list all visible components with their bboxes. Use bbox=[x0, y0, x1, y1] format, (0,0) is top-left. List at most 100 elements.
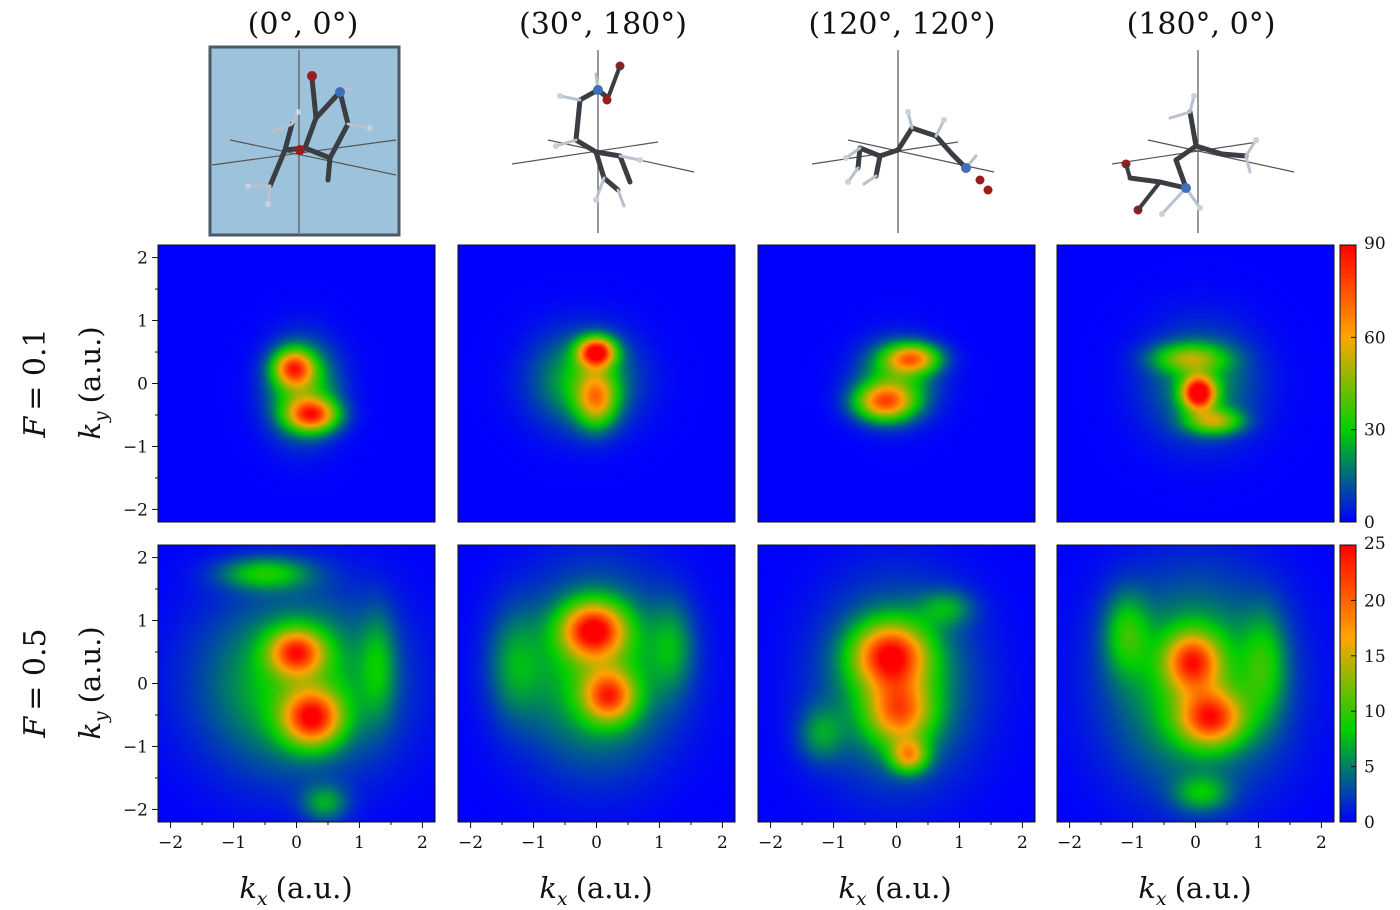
row-label-1: F = 0.1 bbox=[18, 328, 53, 438]
y-tick-label: −2 bbox=[123, 500, 148, 520]
column-title-3: (120°, 120°) bbox=[808, 7, 995, 42]
molecule-2 bbox=[511, 50, 695, 233]
column-title-1: (0°, 0°) bbox=[248, 7, 359, 42]
column-title-2: (30°, 180°) bbox=[519, 7, 687, 42]
colorbar-tick-label: 5 bbox=[1364, 758, 1375, 778]
y-tick-label: 2 bbox=[137, 249, 148, 269]
x-axis-label-unit: (a.u.) bbox=[576, 871, 653, 905]
x-tick-label: 2 bbox=[1316, 833, 1327, 853]
column-title-4: (180°, 0°) bbox=[1127, 7, 1276, 42]
panel-frame-r1-c4 bbox=[1056, 244, 1335, 523]
x-axis-label-col-2: kx (a.u.) bbox=[539, 871, 652, 910]
x-tick-label: −2 bbox=[158, 833, 183, 853]
x-tick-label: −2 bbox=[458, 833, 483, 853]
heatmap-panel-r1-c1 bbox=[158, 245, 435, 522]
y-tick-label: 0 bbox=[137, 675, 148, 695]
heatmap-panel-r2-c2 bbox=[458, 545, 735, 822]
x-tick-label: 1 bbox=[654, 833, 665, 853]
row-label-1-value: = 0.1 bbox=[18, 328, 53, 410]
colorbar-tick-label: 30 bbox=[1364, 421, 1386, 441]
x-axis-label-sub: x bbox=[257, 888, 268, 910]
y-axis-label-sub: y bbox=[90, 411, 112, 423]
molecule-illustrations bbox=[208, 45, 1295, 237]
colorbar-row-2 bbox=[1339, 544, 1357, 823]
y-tick-label: 1 bbox=[137, 312, 148, 332]
x-axis-label-symbol: k bbox=[838, 871, 856, 905]
molecule-1 bbox=[208, 45, 401, 237]
y-tick-label: −2 bbox=[123, 800, 148, 820]
x-tick-label: −1 bbox=[821, 833, 846, 853]
x-axis-labels: kx (a.u.) kx (a.u.) kx (a.u.) kx (a.u.) bbox=[239, 871, 1251, 910]
x-tick-label: 0 bbox=[591, 833, 602, 853]
molecule-3 bbox=[811, 50, 995, 233]
colorbar-tick-label: 90 bbox=[1364, 234, 1386, 254]
x-axis-label-col-1: kx (a.u.) bbox=[239, 871, 352, 910]
colorbar-tick-label: 20 bbox=[1364, 591, 1386, 611]
x-axis-label-symbol: k bbox=[539, 871, 557, 905]
colorbar-tick-label: 15 bbox=[1364, 647, 1386, 667]
heatmap-panel-r2-c3 bbox=[758, 545, 1035, 822]
colorbar-tick-label: 0 bbox=[1364, 813, 1375, 833]
x-axis-label-sub: x bbox=[1156, 888, 1167, 910]
heatmap-panel-r2-c4 bbox=[1057, 545, 1334, 822]
heatmap-panels bbox=[157, 244, 1335, 823]
colorbar-tick-label: 60 bbox=[1364, 328, 1386, 348]
colorbar-tick-label: 0 bbox=[1364, 513, 1375, 533]
y-tick-label: 2 bbox=[137, 549, 148, 569]
row-labels: F = 0.1 F = 0.5 bbox=[18, 328, 53, 738]
x-tick-label: 2 bbox=[1017, 833, 1028, 853]
x-tick-label: −2 bbox=[1057, 833, 1082, 853]
molecule-4 bbox=[1111, 50, 1295, 233]
x-axis-label-col-4: kx (a.u.) bbox=[1138, 871, 1251, 910]
colorbar-tick-label: 25 bbox=[1364, 534, 1386, 554]
x-axis-label-symbol: k bbox=[1138, 871, 1156, 905]
molecule-1-highlight-box bbox=[208, 45, 401, 237]
y-tick-label: 0 bbox=[137, 375, 148, 395]
y-axis-labels: ky(a.u.) ky(a.u.) bbox=[73, 326, 112, 739]
x-tick-label: −1 bbox=[521, 833, 546, 853]
colorbar-tick-label: 10 bbox=[1364, 702, 1386, 722]
y-axis-label-row-2: ky (a.u.) bbox=[73, 626, 112, 739]
panel-frame-r1-c2 bbox=[457, 244, 736, 523]
x-axis-label-unit: (a.u.) bbox=[875, 871, 952, 905]
x-tick-label: 0 bbox=[1190, 833, 1201, 853]
x-axis-label-sub: x bbox=[557, 888, 568, 910]
heatmap-panel-r1-c4 bbox=[1057, 245, 1334, 522]
x-tick-label: 1 bbox=[354, 833, 365, 853]
x-axis-label-unit: (a.u.) bbox=[276, 871, 353, 905]
x-tick-label: 2 bbox=[717, 833, 728, 853]
x-tick-label: 1 bbox=[954, 833, 965, 853]
y-tick-label: 1 bbox=[137, 612, 148, 632]
y-axis-label-row-1: ky (a.u.) bbox=[73, 326, 112, 439]
x-axis-label-col-3: kx (a.u.) bbox=[838, 871, 951, 910]
y-tick-label: −1 bbox=[123, 737, 148, 757]
y-axis-label-sub: y bbox=[90, 711, 112, 723]
x-tick-label: 0 bbox=[891, 833, 902, 853]
panel-frame-r1-c3 bbox=[757, 244, 1036, 523]
x-tick-label: 2 bbox=[417, 833, 428, 853]
y-axis-label-unit: (a.u.) bbox=[73, 626, 107, 703]
y-axis-label-symbol: k bbox=[73, 422, 107, 440]
x-tick-label: 0 bbox=[291, 833, 302, 853]
x-axis-label-symbol: k bbox=[239, 871, 257, 905]
column-titles: (0°, 0°) (30°, 180°) (120°, 120°) (180°,… bbox=[248, 7, 1276, 42]
colorbar-row-1 bbox=[1339, 244, 1357, 523]
heatmap-panel-r2-c1 bbox=[158, 545, 435, 822]
y-tick-label: −1 bbox=[123, 437, 148, 457]
heatmap-panel-r1-c3 bbox=[758, 245, 1035, 522]
x-tick-label: −2 bbox=[758, 833, 783, 853]
axis-ticks: −2 −1 0 1 2 −2 −1 0 1 2 −2 −1 0 1 2 −2 −1 0 1 2 −2 −1 0 1 2 −2 −1 0… bbox=[123, 249, 1327, 853]
x-axis-label-unit: (a.u.) bbox=[1175, 871, 1252, 905]
x-tick-label: 1 bbox=[1253, 833, 1264, 853]
row-label-2-value: = 0.5 bbox=[18, 628, 53, 710]
y-axis-label-unit: (a.u.) bbox=[73, 326, 107, 403]
heatmap-panel-r1-c2 bbox=[458, 245, 735, 522]
x-tick-label: −1 bbox=[221, 833, 246, 853]
row-label-2: F = 0.5 bbox=[18, 628, 53, 738]
y-axis-label-symbol: k bbox=[73, 722, 107, 740]
row-label-2-symbol: F bbox=[18, 716, 53, 739]
colorbars: 0 30 60 90 0 5 10 15 20 25 bbox=[1339, 234, 1386, 833]
x-axis-label-sub: x bbox=[856, 888, 867, 910]
row-label-1-symbol: F bbox=[18, 416, 53, 439]
